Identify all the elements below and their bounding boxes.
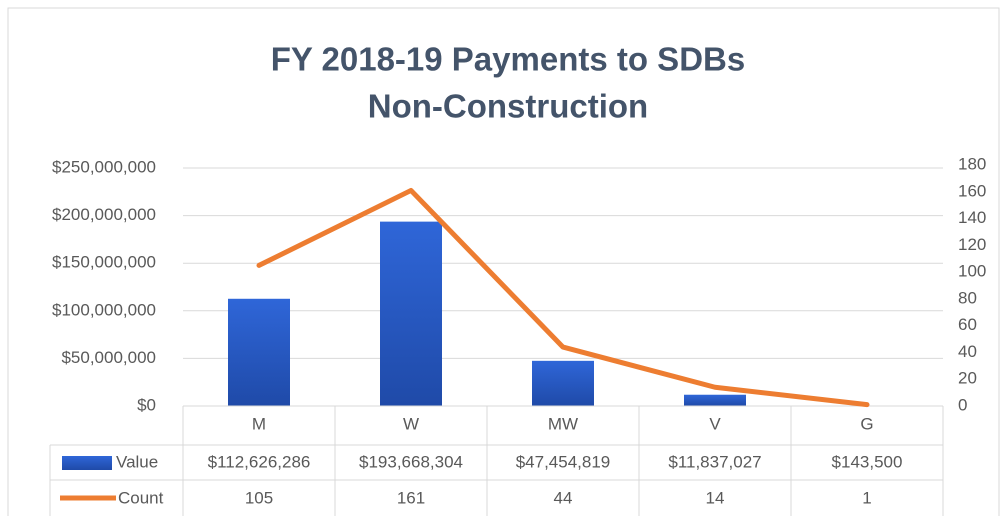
y-tick-label: $100,000,000: [52, 300, 156, 319]
legend-label: Value: [116, 452, 158, 471]
category-label: W: [403, 414, 419, 433]
y2-tick-label: 20: [958, 369, 977, 388]
category-label: G: [860, 414, 873, 433]
chart-title: FY 2018-19 Payments to SDBs: [271, 41, 745, 78]
y2-tick-label: 40: [958, 342, 977, 361]
y2-tick-label: 80: [958, 288, 977, 307]
legend-key: [62, 456, 112, 470]
y2-tick-label: 180: [958, 154, 986, 173]
count-line: [256, 187, 870, 408]
table-count: 44: [554, 488, 573, 507]
chart-border: [7, 7, 1000, 516]
y-tick-label: $50,000,000: [61, 348, 156, 367]
table-value: $11,837,027: [668, 452, 761, 471]
category-label: MW: [548, 414, 578, 433]
y2-tick-label: 0: [958, 395, 967, 414]
y2-tick-label: 120: [958, 235, 986, 254]
y-tick-label: $150,000,000: [52, 253, 156, 272]
table-value: $193,668,304: [359, 452, 463, 471]
bar: [684, 394, 746, 406]
legend-label: Count: [118, 488, 164, 507]
y2-tick-label: 100: [958, 262, 986, 281]
y2-tick-label: 160: [958, 181, 986, 200]
bar: [532, 360, 594, 406]
table-count: 161: [397, 488, 425, 507]
y2-tick-label: 140: [958, 208, 986, 227]
table-value: $47,454,819: [516, 452, 611, 471]
table-count: 1: [862, 488, 871, 507]
category-label: M: [252, 414, 266, 433]
table-count: 14: [706, 488, 725, 507]
y-tick-label: $200,000,000: [52, 205, 156, 224]
y-tick-label: $0: [137, 395, 156, 414]
y2-tick-label: 60: [958, 315, 977, 334]
bar: [228, 298, 290, 406]
chart-title: Non-Construction: [368, 88, 648, 125]
bar: [380, 221, 442, 406]
table-value: $143,500: [832, 452, 903, 471]
table-value: $112,626,286: [208, 452, 311, 471]
table-count: 105: [245, 488, 273, 507]
y-tick-label: $250,000,000: [52, 157, 156, 176]
category-label: V: [709, 414, 721, 433]
